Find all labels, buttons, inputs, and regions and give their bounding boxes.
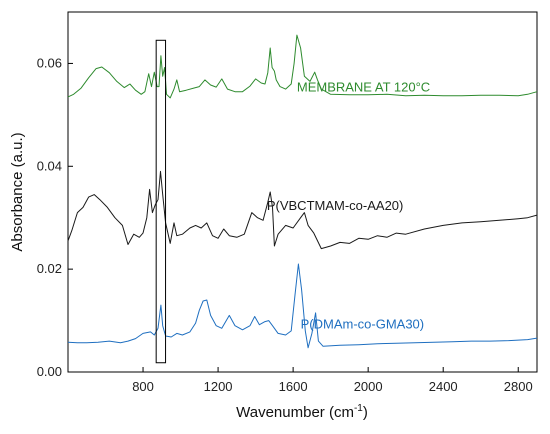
y-axis-ticks: 0.00 0.02 0.04 0.06 [37,55,73,379]
series-layer [67,34,538,349]
x-tick-label: 800 [132,379,154,394]
series-label: P(DMAm-co-GMA30) [301,316,425,331]
x-tick-label: 2000 [354,379,383,394]
series-line [67,263,538,349]
series-line [67,170,538,250]
y-tick-label: 0.04 [37,158,62,173]
x-tick-label: 2400 [429,379,458,394]
x-tick-label: 1200 [204,379,233,394]
highlight-box [155,39,167,364]
y-tick-label: 0.06 [37,55,62,70]
y-tick-label: 0.02 [37,261,62,276]
plot-frame [67,11,538,373]
series-label: P(VBCTMAM-co-AA20) [267,198,404,213]
y-tick-label: 0.00 [37,364,62,379]
x-axis-ticks: 800 1200 1600 2000 2400 2800 [132,367,533,394]
x-tick-label: 2800 [504,379,533,394]
series-labels: MEMBRANE AT 120°C P(VBCTMAM-co-AA20) P(DMA… [267,80,430,332]
series-label: MEMBRANE AT 120°C [297,80,430,95]
x-tick-label: 1600 [279,379,308,394]
series-line [67,34,538,99]
y-axis-title: Absorbance (a.u.) [9,132,26,251]
x-axis-title: Wavenumber (cm-1) [236,403,368,421]
